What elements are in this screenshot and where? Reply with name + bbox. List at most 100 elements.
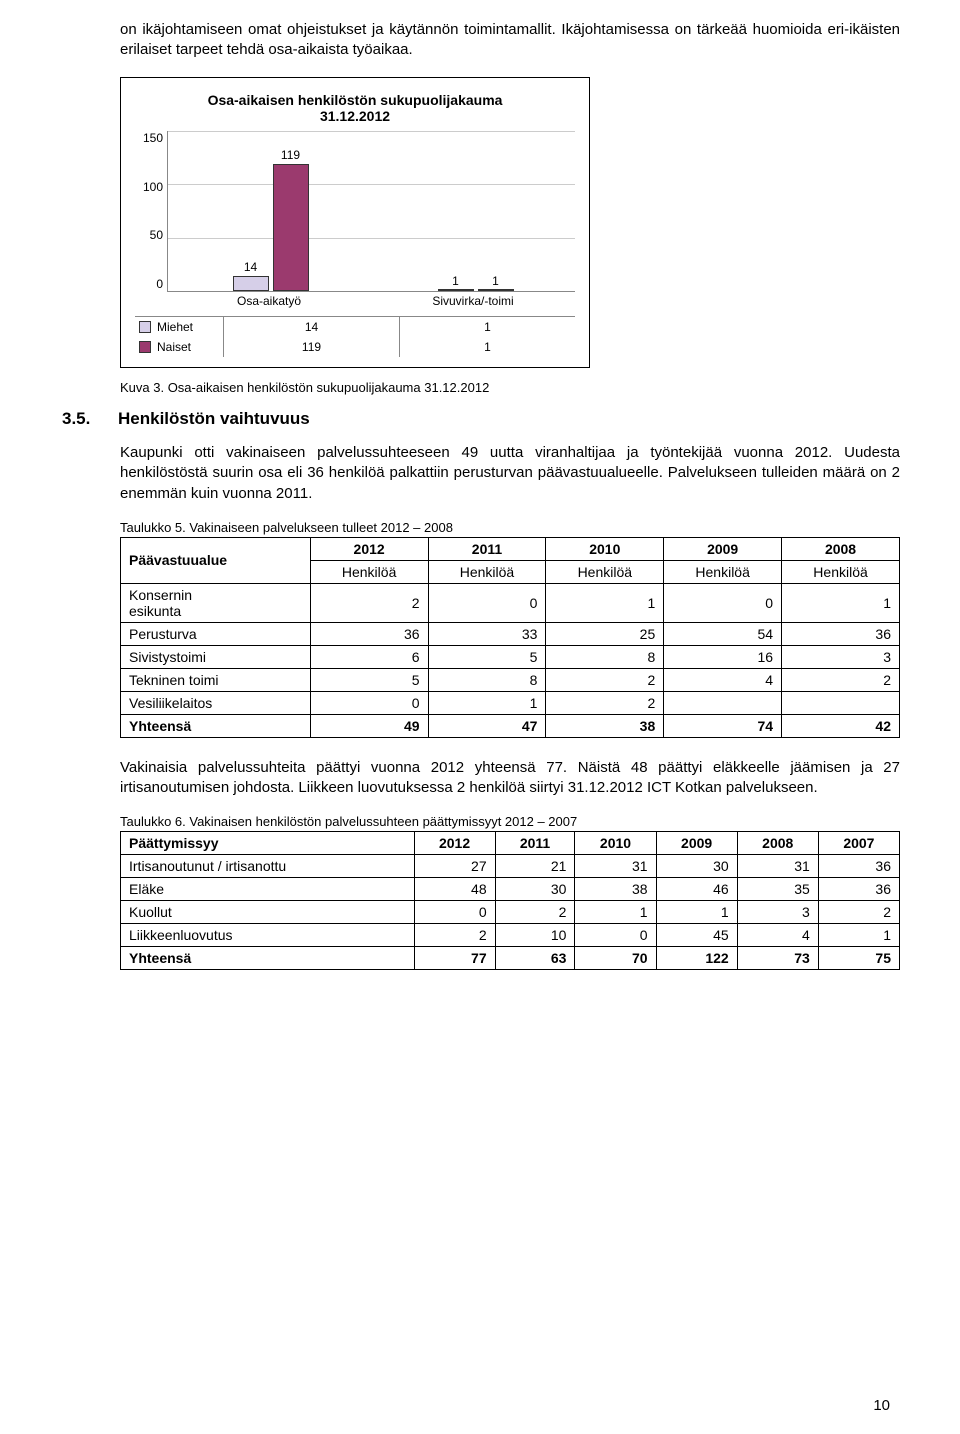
table-cell: 8	[428, 668, 546, 691]
table-cell: 36	[310, 622, 428, 645]
table-cell: 1	[575, 901, 656, 924]
table-cell: 1	[546, 583, 664, 622]
table-total-cell: 63	[495, 947, 575, 970]
table-cell: 2	[546, 691, 664, 714]
table-cell: 2	[310, 583, 428, 622]
table-total-cell: 49	[310, 714, 428, 737]
table-total-cell: 38	[546, 714, 664, 737]
table-cell: 8	[546, 645, 664, 668]
table-total-cell: 42	[782, 714, 900, 737]
y-tick: 100	[135, 180, 163, 194]
table-header-year: 2009	[656, 832, 737, 855]
table-total-cell: 74	[664, 714, 782, 737]
table-cell: 36	[818, 878, 899, 901]
table-cell: 4	[664, 668, 782, 691]
table-5: Päävastuualue20122011201020092008Henkilö…	[120, 537, 900, 738]
bar	[438, 289, 474, 291]
table-header-year: 2012	[414, 832, 495, 855]
table-cell: 33	[428, 622, 546, 645]
table-total-cell: 73	[737, 947, 818, 970]
table-cell: 48	[414, 878, 495, 901]
table-row-label: Konserninesikunta	[121, 583, 311, 622]
legend-series-name: Miehet	[157, 320, 193, 334]
table-total-label: Yhteensä	[121, 947, 415, 970]
table-cell	[782, 691, 900, 714]
bar-value-label: 119	[281, 148, 300, 162]
bar-value-label: 14	[244, 260, 257, 274]
bar	[478, 289, 514, 291]
table-cell: 0	[428, 583, 546, 622]
table-cell: 5	[310, 668, 428, 691]
table-cell: 2	[546, 668, 664, 691]
table-cell: 0	[575, 924, 656, 947]
table-header-year: 2008	[737, 832, 818, 855]
table-cell: 31	[575, 855, 656, 878]
x-category: Osa-aikatyö	[167, 292, 371, 308]
table-cell: 10	[495, 924, 575, 947]
table-header-year: 2010	[546, 537, 664, 560]
table-row-label: Liikkeenluovutus	[121, 924, 415, 947]
table-header-year: 2007	[818, 832, 899, 855]
table-cell: 5	[428, 645, 546, 668]
legend-value: 14	[224, 317, 400, 337]
y-tick: 150	[135, 131, 163, 145]
table-total-label: Yhteensä	[121, 714, 311, 737]
table-cell: 25	[546, 622, 664, 645]
legend-series-name: Naiset	[157, 340, 191, 354]
table-header: Päättymissyy	[121, 832, 415, 855]
table-cell: 4	[737, 924, 818, 947]
intro-paragraph: on ikäjohtamiseen omat ohjeistukset ja k…	[120, 20, 900, 61]
table-total-cell: 122	[656, 947, 737, 970]
table-cell: 36	[818, 855, 899, 878]
table-6-caption: Taulukko 6. Vakinaisen henkilöstön palve…	[120, 814, 900, 829]
table-cell: 2	[495, 901, 575, 924]
table-header-year: 2012	[310, 537, 428, 560]
chart-title: Osa-aikaisen henkilöstön sukupuolijakaum…	[135, 92, 575, 126]
table-subheader: Henkilöä	[546, 560, 664, 583]
table-header-year: 2009	[664, 537, 782, 560]
table-cell: 21	[495, 855, 575, 878]
table-subheader: Henkilöä	[310, 560, 428, 583]
table-subheader: Henkilöä	[664, 560, 782, 583]
table-row-label: Sivistystoimi	[121, 645, 311, 668]
table-6: Päättymissyy201220112010200920082007Irti…	[120, 831, 900, 970]
chart-data-table: Miehet141Naiset1191	[135, 316, 575, 357]
table-cell: 6	[310, 645, 428, 668]
bar-value-label: 1	[452, 274, 459, 288]
y-tick: 0	[135, 277, 163, 291]
table-cell: 30	[495, 878, 575, 901]
table-cell: 36	[782, 622, 900, 645]
y-axis: 150 100 50 0	[135, 131, 167, 291]
table-header-year: 2008	[782, 537, 900, 560]
table-cell: 35	[737, 878, 818, 901]
table-cell: 1	[818, 924, 899, 947]
bar	[273, 164, 309, 291]
table-cell: 3	[782, 645, 900, 668]
legend-value: 1	[400, 337, 575, 357]
table-row-label: Kuollut	[121, 901, 415, 924]
table-cell: 0	[664, 583, 782, 622]
section-paragraph-2: Vakinaisia palvelussuhteita päättyi vuon…	[120, 758, 900, 799]
table-row-label: Irtisanoutunut / irtisanottu	[121, 855, 415, 878]
figure-3-caption: Kuva 3. Osa-aikaisen henkilöstön sukupuo…	[120, 380, 900, 395]
bar	[233, 276, 269, 291]
section-paragraph-1: Kaupunki otti vakinaiseen palvelussuhtee…	[120, 443, 900, 504]
table-cell: 2	[818, 901, 899, 924]
section-3-5-heading: 3.5. Henkilöstön vaihtuvuus	[62, 409, 900, 429]
gender-parttime-chart: Osa-aikaisen henkilöstön sukupuolijakaum…	[120, 77, 590, 369]
table-total-cell: 70	[575, 947, 656, 970]
x-axis-categories: Osa-aikatyö Sivuvirka/-toimi	[167, 292, 575, 308]
table-cell: 54	[664, 622, 782, 645]
chart-title-line2: 31.12.2012	[320, 108, 390, 124]
table-cell: 30	[656, 855, 737, 878]
table-cell: 1	[428, 691, 546, 714]
section-title: Henkilöstön vaihtuvuus	[118, 409, 310, 429]
y-tick: 50	[135, 228, 163, 242]
table-row-label: Vesiliikelaitos	[121, 691, 311, 714]
table-cell: 1	[782, 583, 900, 622]
section-number: 3.5.	[62, 409, 108, 429]
table-subheader: Henkilöä	[428, 560, 546, 583]
table-subheader: Henkilöä	[782, 560, 900, 583]
table-5-caption: Taulukko 5. Vakinaiseen palvelukseen tul…	[120, 520, 900, 535]
bar-value-label: 1	[492, 274, 499, 288]
